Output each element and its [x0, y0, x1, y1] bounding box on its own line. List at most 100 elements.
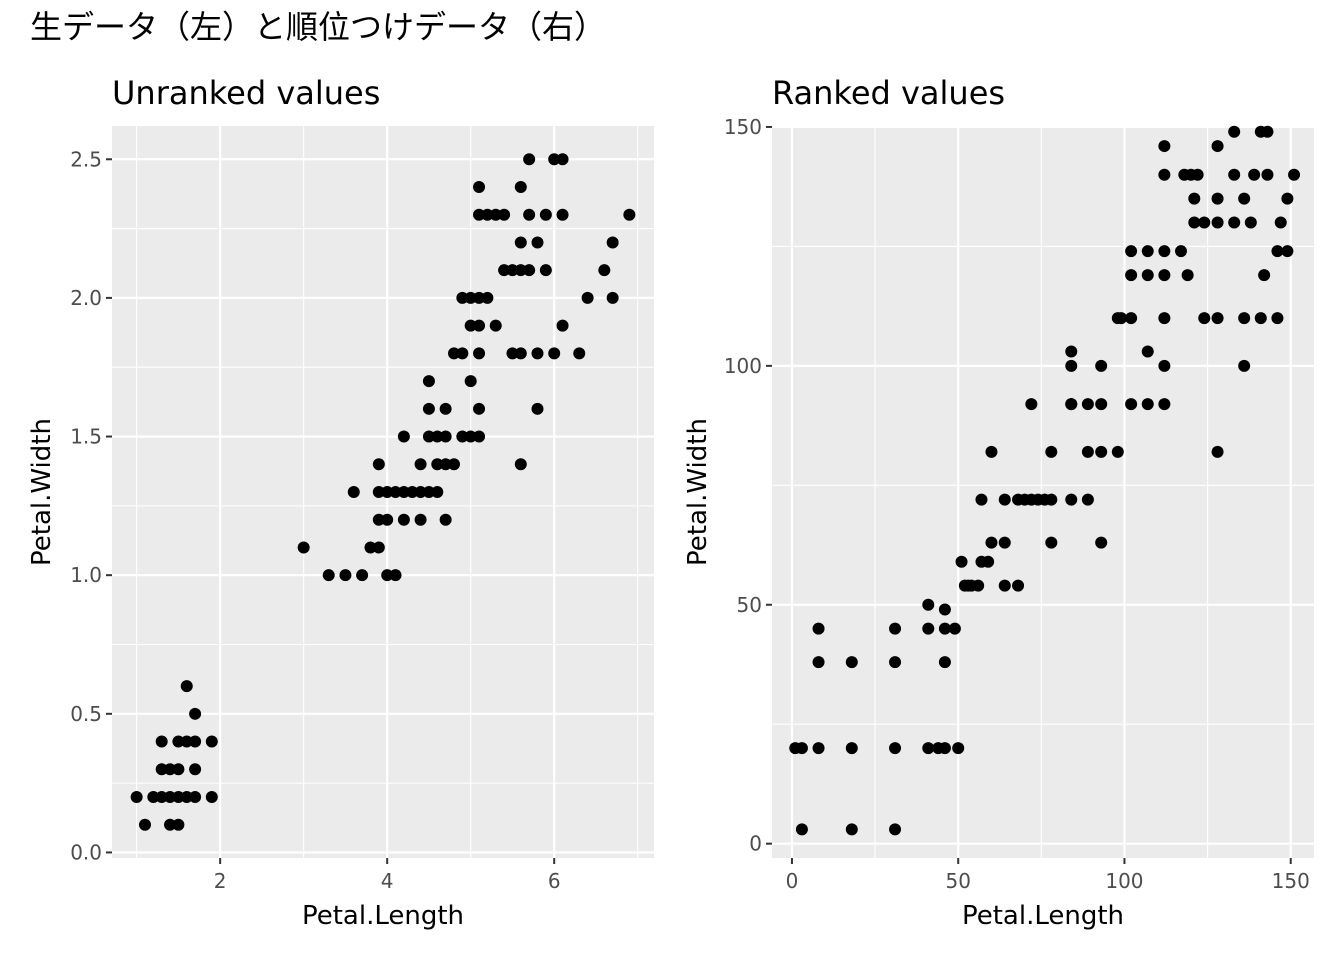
ranked-data-point: [1181, 269, 1194, 282]
ranked-data-point: [1258, 269, 1271, 282]
unranked-data-point: [347, 486, 360, 498]
ranked-data-point: [938, 656, 951, 669]
unranked-data-point: [447, 347, 460, 360]
ranked-data-point: [1261, 125, 1274, 138]
ranked-data-point: [1274, 216, 1287, 229]
ranked-data-point: [1125, 398, 1138, 411]
ranked-data-point: [1188, 216, 1201, 229]
ranked-data-point: [1211, 216, 1224, 229]
unranked-data-point: [456, 291, 469, 304]
unranked-data-point: [155, 791, 168, 803]
ranked-data-point: [1065, 359, 1078, 372]
ranked-panel-title: Ranked values: [772, 74, 1005, 112]
ranked-y-tick-label: 50: [737, 593, 762, 617]
ranked-data-point: [1288, 168, 1301, 181]
ranked-data-point: [1261, 168, 1274, 181]
unranked-data-point: [189, 707, 202, 720]
ranked-gridlines: [772, 125, 1314, 858]
ranked-data-point: [1081, 445, 1094, 458]
unranked-data-point: [339, 569, 352, 582]
ranked-data-point: [812, 656, 825, 669]
unranked-data-point: [506, 347, 519, 360]
ranked-x-tick-label: 0: [786, 869, 799, 893]
unranked-data-point: [489, 319, 502, 332]
ranked-data-point: [1095, 359, 1108, 372]
unranked-data-point: [523, 153, 536, 166]
ranked-x-tick-label: 100: [1105, 869, 1143, 893]
unranked-data-point: [130, 791, 143, 803]
unranked-data-point: [531, 402, 544, 415]
ranked-data-point: [1095, 536, 1108, 549]
unranked-data-point: [422, 375, 435, 388]
ranked-data-point: [1228, 168, 1241, 181]
ranked-data-point: [952, 742, 965, 755]
ranked-data-point: [812, 742, 825, 755]
unranked-data-point: [498, 264, 511, 277]
ranked-data-point: [1158, 398, 1171, 411]
unranked-data-point: [464, 430, 477, 443]
ranked-data-point: [1158, 140, 1171, 153]
ranked-data-point: [922, 742, 935, 755]
unranked-data-point: [155, 735, 168, 748]
unranked-data-point: [414, 513, 427, 526]
ranked-data-point: [845, 656, 858, 669]
ranked-x-ticks: 0 50 100 150: [786, 858, 1310, 893]
unranked-data-point: [172, 735, 185, 748]
unranked-data-point: [473, 319, 486, 332]
ranked-data-point: [1158, 245, 1171, 258]
ranked-data-point: [1238, 359, 1251, 372]
unranked-data-point: [506, 264, 519, 277]
unranked-data-point: [514, 458, 527, 471]
unranked-data-point: [464, 319, 477, 332]
unranked-data-point: [531, 347, 544, 360]
ranked-data-point: [1141, 398, 1154, 411]
unranked-data-point: [473, 291, 486, 304]
ranked-data-point: [1045, 536, 1058, 549]
ranked-data-point: [1158, 359, 1171, 372]
ranked-data-point: [1045, 445, 1058, 458]
unranked-data-point: [531, 236, 544, 249]
unranked-data-point: [606, 291, 619, 304]
ranked-data-point: [1281, 192, 1294, 205]
unranked-data-point: [539, 264, 552, 277]
unranked-data-point: [381, 569, 394, 582]
unranked-data-point: [372, 458, 385, 471]
unranked-data-point: [456, 430, 469, 443]
unranked-data-point: [481, 291, 494, 304]
ranked-data-point: [1211, 312, 1224, 325]
ranked-y-axis-title: Petal.Width: [683, 418, 713, 566]
unranked-data-point: [180, 680, 193, 693]
ranked-data-point: [938, 622, 951, 635]
unranked-data-point: [431, 486, 444, 498]
ranked-data-point: [1081, 493, 1094, 506]
ranked-data-point: [922, 598, 935, 611]
ranked-data-point: [1271, 312, 1284, 325]
ranked-data-point: [922, 622, 935, 635]
unranked-data-point: [548, 153, 561, 166]
unranked-data-point: [439, 458, 452, 471]
unranked-data-point: [397, 430, 410, 443]
ranked-data-point: [889, 742, 902, 755]
unranked-data-point: [180, 791, 193, 803]
unranked-data-point: [514, 236, 527, 249]
unranked-data-point: [598, 264, 611, 277]
ranked-data-point: [1111, 445, 1124, 458]
unranked-data-point: [498, 208, 511, 221]
unranked-y-tick-label: 0.0: [70, 840, 102, 864]
unranked-y-tick-label: 1.5: [70, 425, 102, 449]
ranked-data-point: [1198, 312, 1211, 325]
ranked-data-point: [1141, 245, 1154, 258]
unranked-data-point: [431, 430, 444, 443]
ranked-data-point: [972, 579, 985, 592]
ranked-data-point: [998, 579, 1011, 592]
unranked-data-point: [414, 458, 427, 471]
ranked-data-point: [1045, 493, 1058, 506]
unranked-data-point: [372, 513, 385, 526]
unranked-data-point: [414, 486, 427, 498]
unranked-data-point: [439, 430, 452, 443]
ranked-data-point: [982, 555, 995, 568]
ranked-x-tick-label: 50: [945, 869, 970, 893]
unranked-points: [130, 153, 636, 831]
ranked-data-point: [1188, 192, 1201, 205]
